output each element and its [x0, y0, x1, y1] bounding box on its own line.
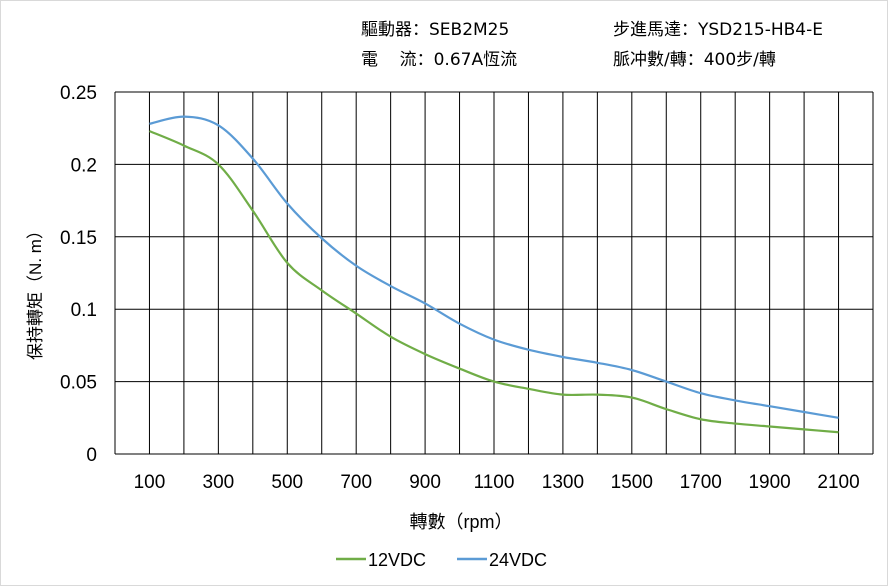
y-tick-label: 0.1 — [71, 300, 97, 321]
x-tick-label: 300 — [203, 472, 235, 493]
x-tick-label: 1100 — [474, 472, 515, 493]
x-tick-label: 1900 — [748, 472, 790, 493]
current-label: 電 流：0.67A恆流 — [361, 50, 518, 70]
x-tick-label: 1700 — [680, 472, 722, 493]
x-tick-label: 500 — [271, 472, 303, 493]
pulses-label: 脈冲數/轉：400步/轉 — [613, 50, 776, 70]
motor-label: 步進馬達：YSD215-HB4-E — [613, 20, 823, 40]
driver-label: 驅動器：SEB2M25 — [361, 20, 510, 40]
y-tick-label: 0 — [86, 445, 97, 466]
series-line-24VDC — [149, 115, 839, 419]
series-line-12VDC — [149, 130, 839, 434]
x-tick-label: 900 — [409, 472, 441, 493]
x-tick-label: 1500 — [611, 472, 653, 493]
x-tick-label: 1300 — [542, 472, 584, 493]
y-tick-label: 0.2 — [71, 155, 97, 176]
legend-label-12VDC: 12VDC — [368, 550, 426, 570]
y-tick-label: 0.25 — [60, 83, 97, 104]
x-tick-label: 100 — [134, 472, 166, 493]
x-tick-label: 2100 — [817, 472, 859, 493]
legend-label-24VDC: 24VDC — [489, 550, 547, 570]
x-tick-label: 700 — [340, 472, 372, 493]
y-tick-label: 0.05 — [60, 373, 97, 394]
y-tick-label: 0.15 — [60, 228, 97, 249]
y-axis-label: 保持轉矩（N. m） — [26, 222, 45, 360]
x-axis-label: 轉數（rpm） — [410, 512, 513, 532]
